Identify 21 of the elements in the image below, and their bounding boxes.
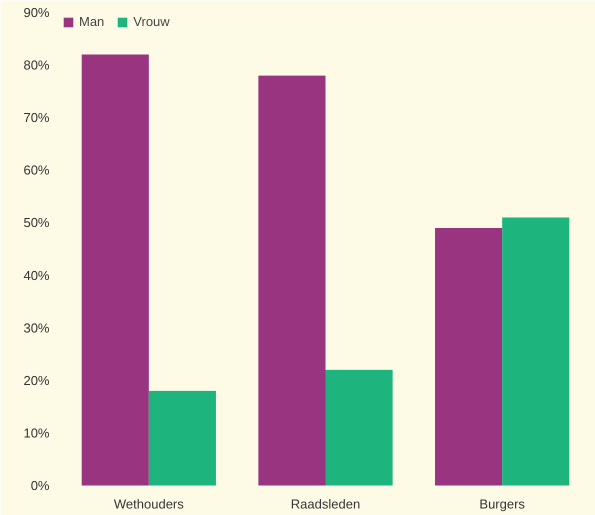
y-tick-label: 10% — [23, 425, 50, 440]
x-tick-label: Burgers — [479, 496, 526, 512]
bar — [148, 390, 216, 486]
bar — [502, 217, 570, 486]
legend-label: Man — [79, 14, 104, 29]
y-tick-label: 70% — [23, 110, 50, 126]
x-tick-label: Raadsleden — [290, 496, 360, 512]
y-tick-label: 60% — [23, 162, 50, 178]
y-tick-label: 30% — [23, 320, 50, 336]
y-tick-label: 20% — [23, 372, 50, 388]
y-tick-label: 40% — [23, 268, 50, 283]
bar — [326, 370, 393, 486]
bar — [435, 228, 502, 486]
y-tick-label: 50% — [23, 215, 50, 230]
bar — [258, 76, 326, 486]
y-tick-label: 80% — [23, 58, 50, 73]
bar — [82, 54, 149, 486]
y-tick-label: 90% — [23, 5, 50, 20]
x-tick-label: Wethouders — [114, 496, 184, 512]
legend-label: Vrouw — [133, 14, 170, 29]
y-tick-label: 0% — [30, 478, 50, 493]
